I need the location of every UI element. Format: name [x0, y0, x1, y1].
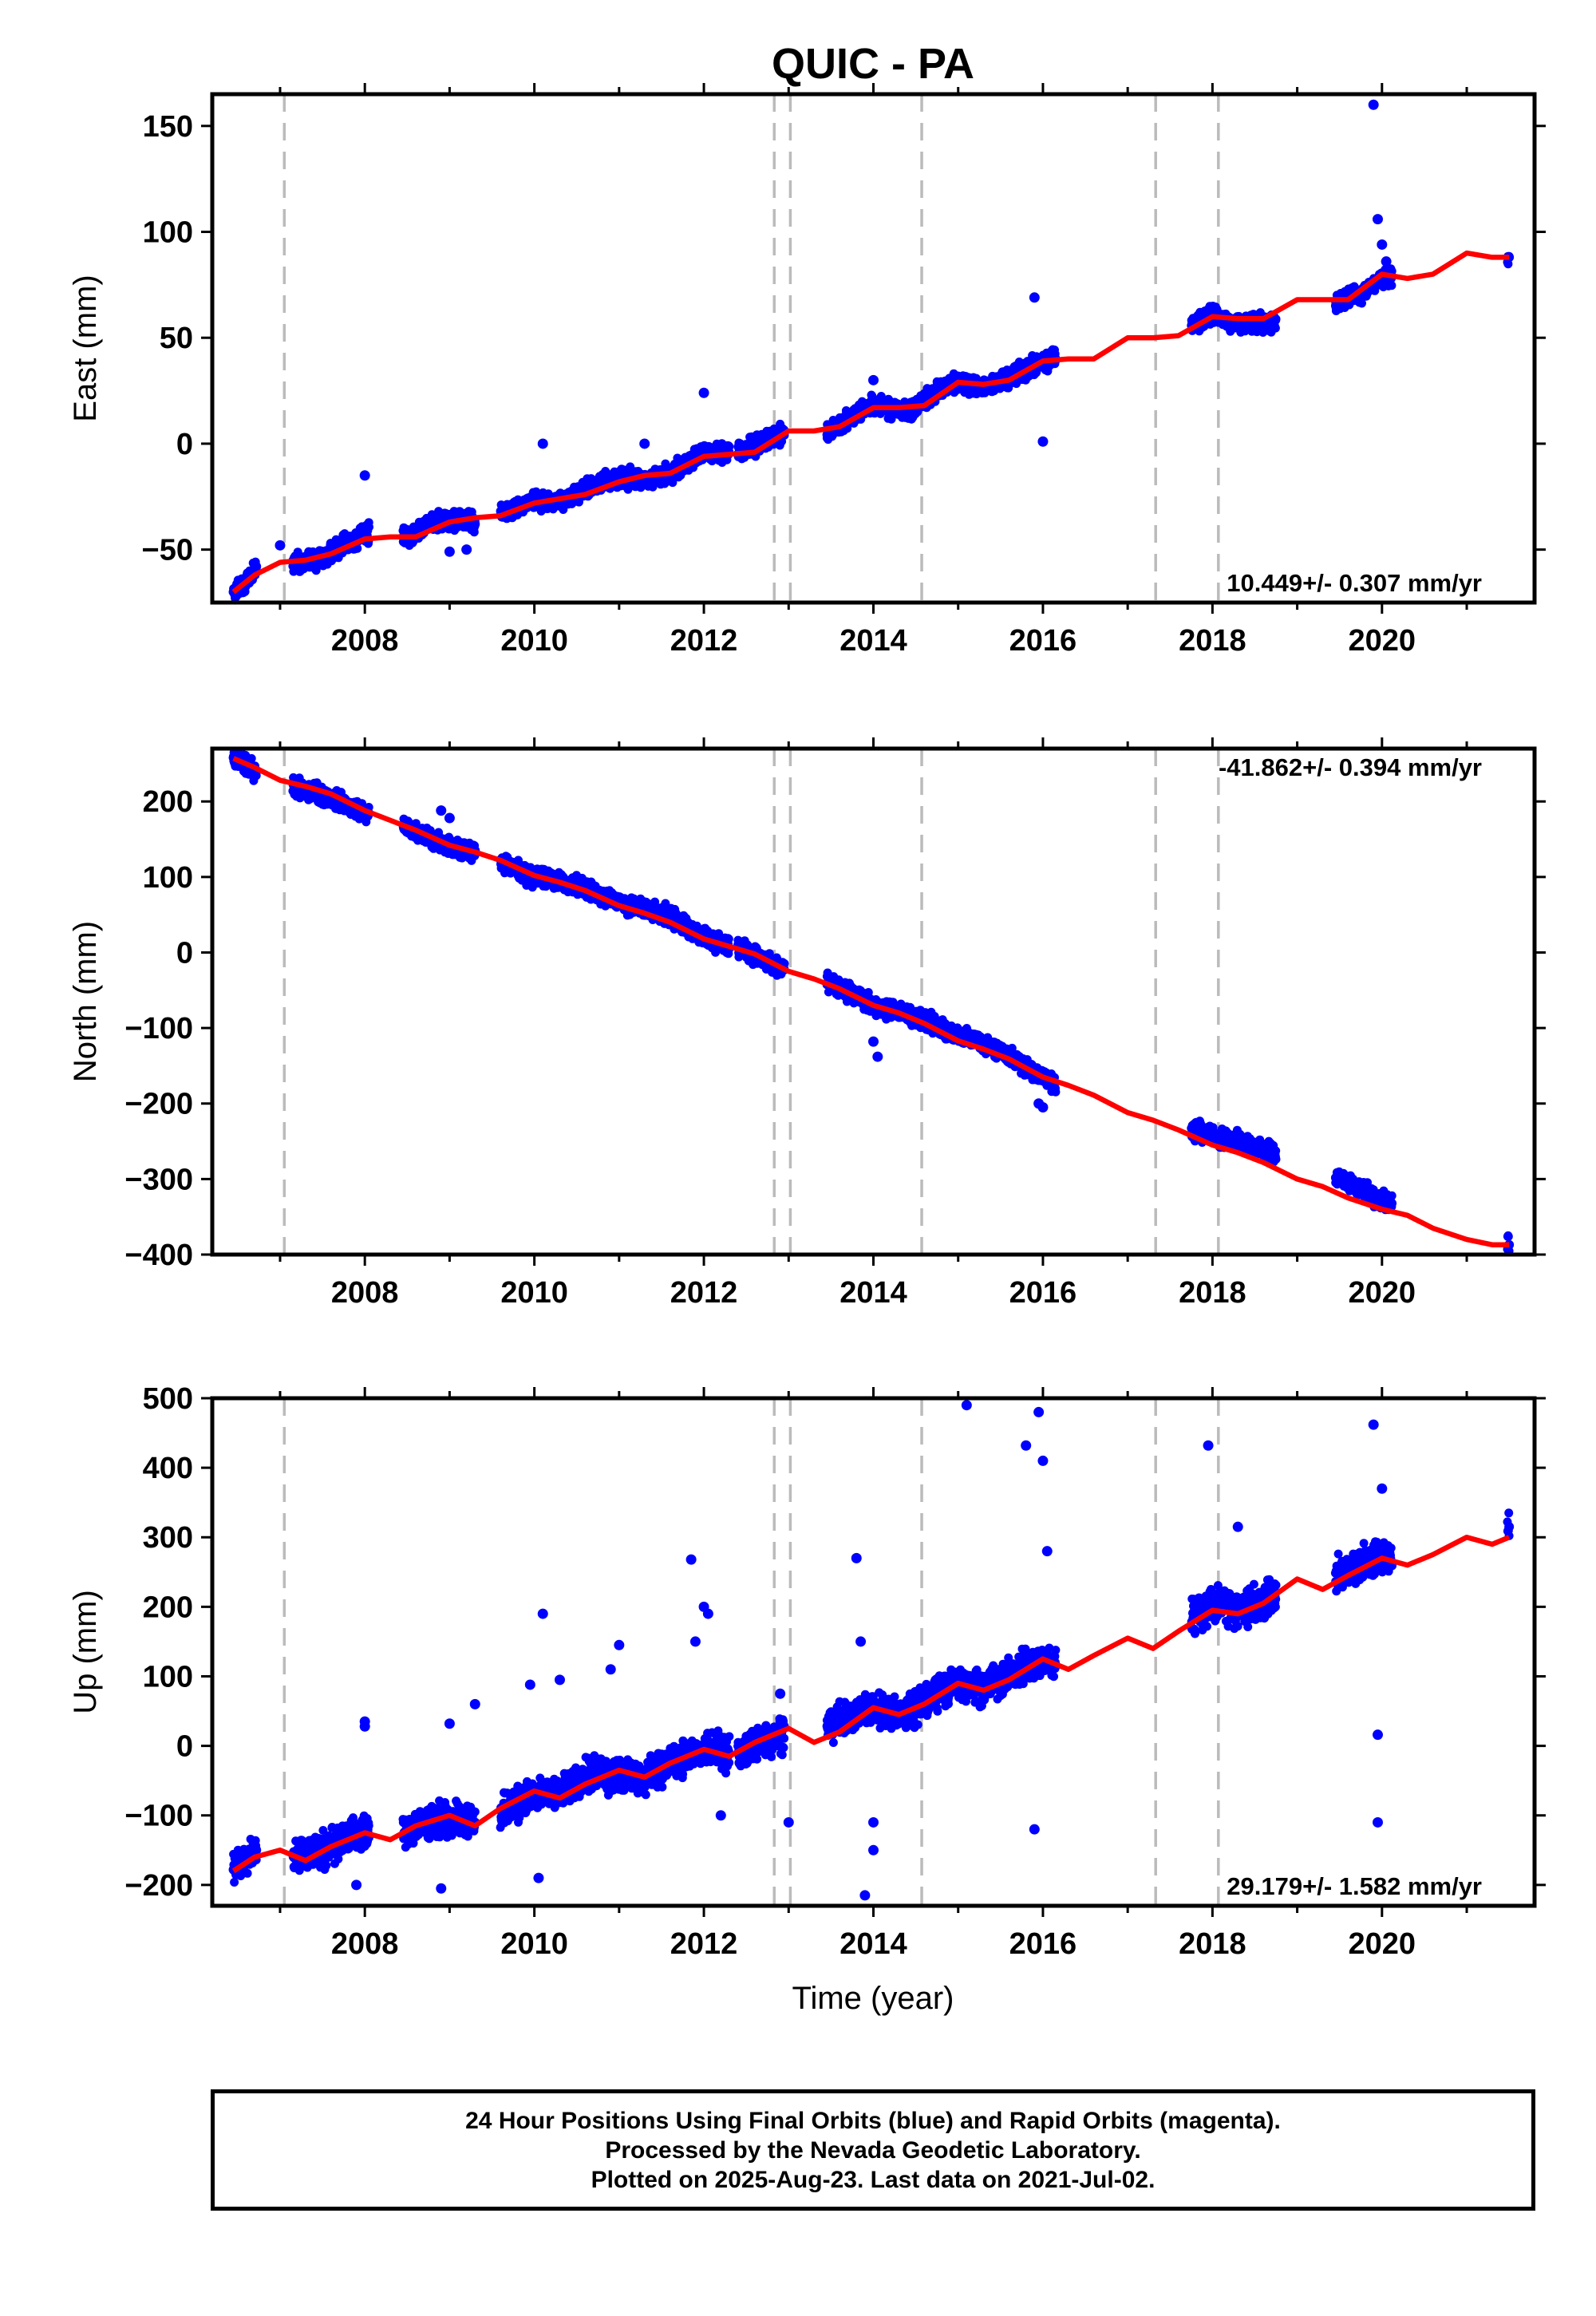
east-outlier-point: [275, 539, 286, 551]
east-series-point: [1233, 320, 1243, 330]
east-xtick-label: 2020: [1349, 624, 1416, 658]
chart-title: QUIC - PA: [772, 40, 974, 88]
east-outlier-point: [1377, 239, 1388, 250]
east-data-point: [1270, 323, 1280, 333]
east-outlier-point: [868, 374, 879, 385]
east-panel: −50 0 50 100 150 2008 2010 2012 2014 2016 2018 2020…: [68, 83, 1546, 658]
east-series-point: [428, 517, 438, 528]
east-outlier-point: [359, 470, 370, 481]
north-data-point: [724, 935, 733, 943]
east-ytick-label: 100: [143, 216, 193, 250]
east-data-point: [1271, 314, 1281, 324]
east-ytick-label: 150: [143, 110, 193, 144]
east-y-axis-title: East (mm): [68, 275, 103, 421]
east-outlier-point: [461, 544, 472, 555]
east-rate-label: 10.449+/- 0.307 mm/yr: [1227, 569, 1482, 597]
east-data-point: [1387, 281, 1396, 290]
east-xtick-label: 2018: [1179, 624, 1246, 658]
east-data-point: [725, 442, 734, 452]
east-outlier-point: [537, 438, 548, 449]
east-series-point: [360, 528, 370, 538]
east-series-point: [251, 561, 262, 571]
east-outlier-point: [1381, 256, 1392, 267]
east-plot-area: [228, 99, 1515, 603]
east-outlier-point: [1029, 292, 1040, 303]
east-outlier-point: [639, 438, 650, 449]
east-xtick-label: 2016: [1009, 624, 1077, 658]
east-xtick-label: 2010: [500, 624, 568, 658]
east-data-point: [353, 543, 362, 553]
east-model-line: [231, 250, 1510, 595]
east-outlier-point: [1372, 214, 1383, 225]
east-ytick-label: 0: [176, 428, 193, 461]
north-plot-area: [228, 749, 1515, 1255]
east-xtick-label: 2008: [331, 624, 399, 658]
east-ytick-label: 50: [160, 322, 193, 355]
east-series-point: [470, 519, 480, 529]
east-ytick-label: −50: [142, 534, 193, 567]
east-outlier-point: [444, 546, 455, 557]
east-xtick-label: 2014: [839, 624, 907, 658]
panels: −50 0 50 100 150 2008 2010 2012 2014 2016 2018 2020…: [68, 83, 1546, 1961]
east-xtick-label: 2012: [670, 624, 738, 658]
east-outlier-point: [698, 387, 709, 398]
east-outlier-point: [1368, 99, 1379, 110]
east-outlier-point: [1037, 436, 1049, 447]
